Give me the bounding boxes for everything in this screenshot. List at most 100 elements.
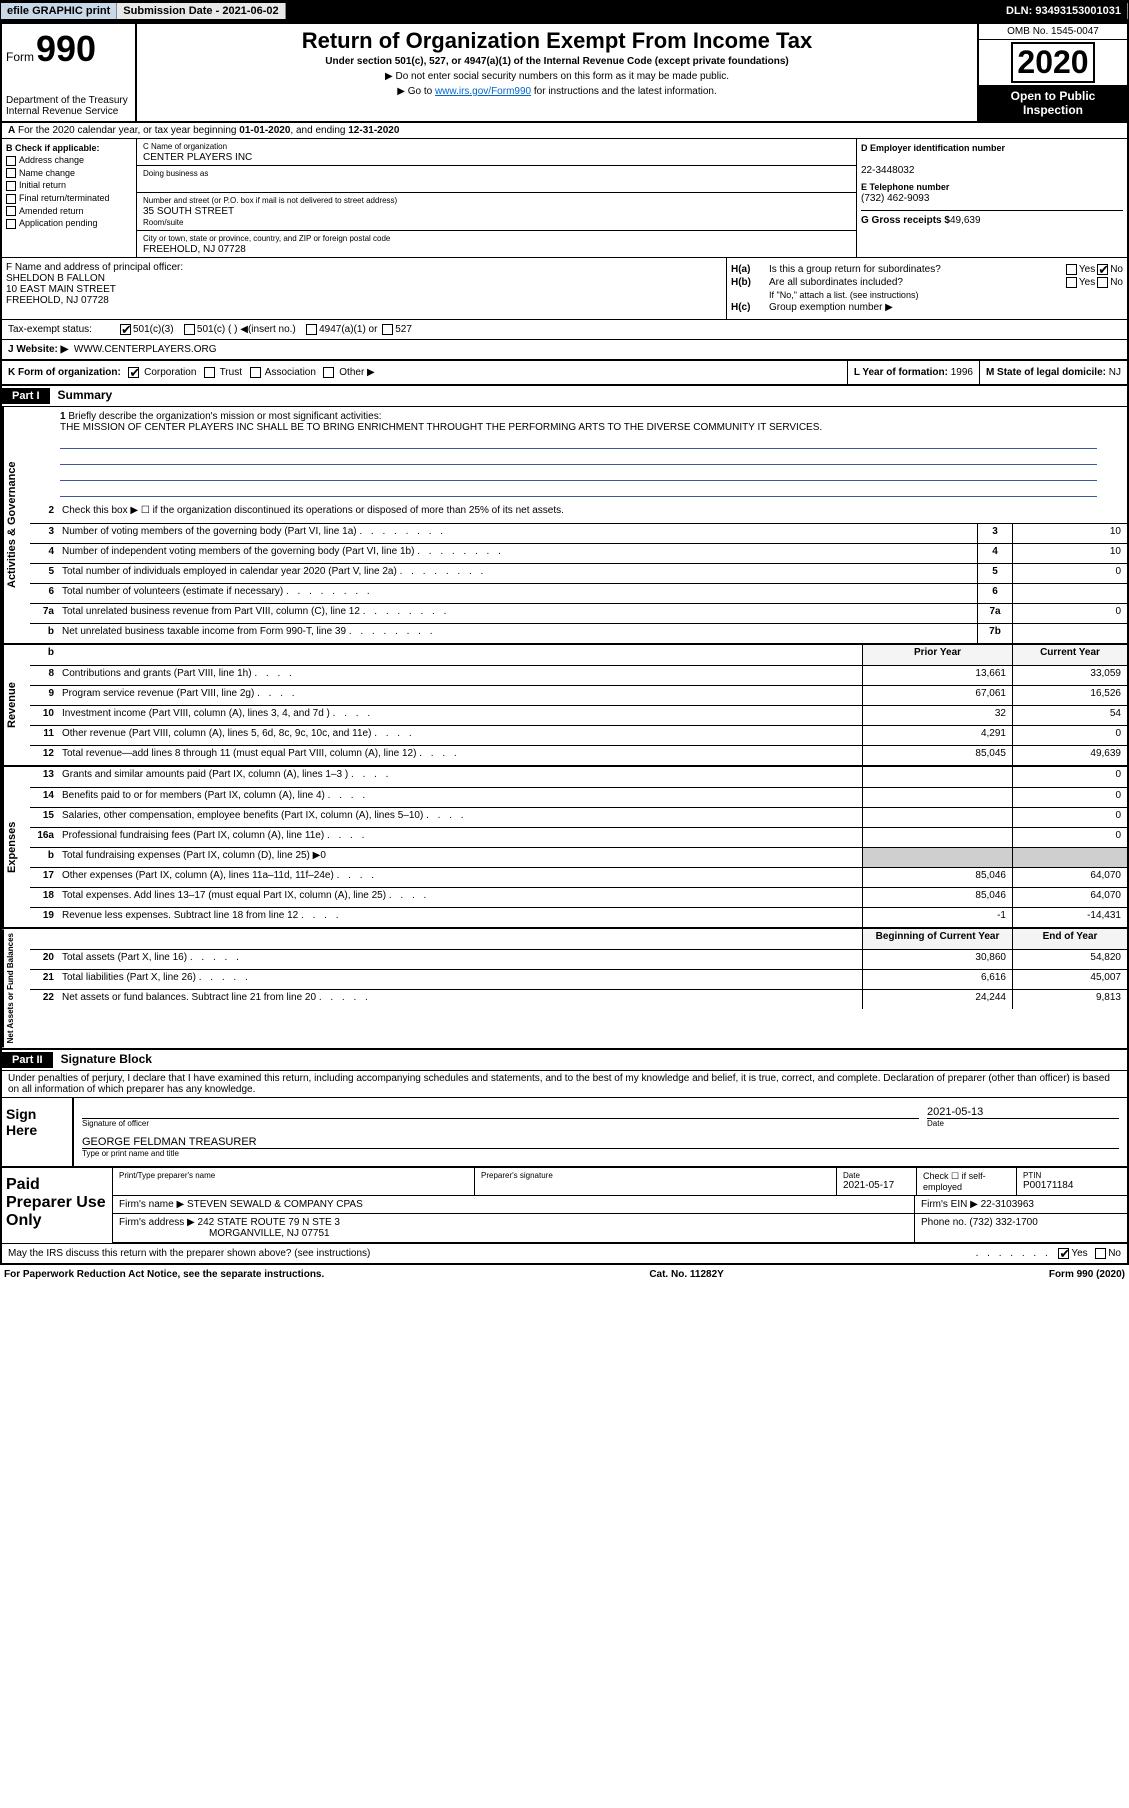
firm-ein-label: Firm's EIN ▶ <box>921 1199 978 1210</box>
gross-label: G Gross receipts $ <box>861 215 950 226</box>
col-c: C Name of organizationCENTER PLAYERS INC… <box>137 139 857 257</box>
table-row: 13Grants and similar amounts paid (Part … <box>30 767 1127 787</box>
table-row: 18Total expenses. Add lines 13–17 (must … <box>30 887 1127 907</box>
penalties-text: Under penalties of perjury, I declare th… <box>2 1071 1127 1097</box>
m-state: M State of legal domicile: NJ <box>979 361 1127 384</box>
table-row: bNet unrelated business taxable income f… <box>30 623 1127 643</box>
sig-officer-label: Signature of officer <box>82 1118 919 1128</box>
firm-name: STEVEN SEWALD & COMPANY CPAS <box>187 1199 363 1210</box>
tel-label: E Telephone number <box>861 182 949 192</box>
efile-label[interactable]: efile GRAPHIC print <box>1 3 117 19</box>
ha-yes-checkbox[interactable] <box>1066 264 1077 275</box>
527-checkbox[interactable] <box>382 324 393 335</box>
prep-date: 2021-05-17 <box>843 1180 894 1191</box>
irs-no-checkbox[interactable] <box>1095 1248 1106 1259</box>
room-label: Room/suite <box>143 218 183 227</box>
form-header: Form990 Department of the Treasury Inter… <box>2 24 1127 123</box>
website: WWW.CENTERPLAYERS.ORG <box>74 344 217 355</box>
4947-checkbox[interactable] <box>306 324 317 335</box>
current-year-header: Current Year <box>1012 645 1127 665</box>
hb-yes-checkbox[interactable] <box>1066 277 1077 288</box>
col-d: D Employer identification number22-34480… <box>857 139 1127 257</box>
table-row: 12Total revenue—add lines 8 through 11 (… <box>30 745 1127 765</box>
table-row: 11Other revenue (Part VIII, column (A), … <box>30 725 1127 745</box>
section-netassets: Net Assets or Fund Balances <box>2 929 30 1047</box>
submission-date-btn[interactable]: Submission Date - 2021-06-02 <box>117 3 285 19</box>
section-activities: Activities & Governance <box>2 407 30 643</box>
501c3-checkbox[interactable] <box>120 324 131 335</box>
gross-receipts: 49,639 <box>950 215 981 226</box>
ein: 22-3448032 <box>861 165 914 176</box>
table-row: 7aTotal unrelated business revenue from … <box>30 603 1127 623</box>
assoc-checkbox[interactable] <box>250 367 261 378</box>
colb-item[interactable]: Initial return <box>6 180 132 191</box>
firm-addr1: 242 STATE ROUTE 79 N STE 3 <box>198 1217 340 1228</box>
blank-sig <box>82 1106 85 1118</box>
501c-checkbox[interactable] <box>184 324 195 335</box>
addr-label: Number and street (or P.O. box if mail i… <box>143 196 397 205</box>
firm-addr-label: Firm's address ▶ <box>119 1217 195 1228</box>
table-row: bTotal fundraising expenses (Part IX, co… <box>30 847 1127 867</box>
printed-name-label: Type or print name and title <box>82 1148 1119 1158</box>
foot-mid: Cat. No. 11282Y <box>649 1269 723 1280</box>
tes-label: Tax-exempt status: <box>8 324 118 335</box>
foot-left: For Paperwork Reduction Act Notice, see … <box>4 1269 324 1280</box>
section-revenue: Revenue <box>2 645 30 765</box>
col-b-header: B Check if applicable: <box>6 143 132 153</box>
dba-label: Doing business as <box>143 169 208 178</box>
firm-name-label: Firm's name ▶ <box>119 1199 184 1210</box>
section-expenses: Expenses <box>2 767 30 927</box>
table-row: 15Salaries, other compensation, employee… <box>30 807 1127 827</box>
tax-year: 2020 <box>1011 42 1094 83</box>
telephone: (732) 462-9093 <box>861 193 929 204</box>
omb-number: OMB No. 1545-0047 <box>979 24 1127 40</box>
form-note2: ▶ Go to www.irs.gov/Form990 for instruct… <box>141 86 973 97</box>
prior-year-header: Prior Year <box>862 645 1012 665</box>
corp-checkbox[interactable] <box>128 367 139 378</box>
table-row: 17Other expenses (Part IX, column (A), l… <box>30 867 1127 887</box>
mission-text: THE MISSION OF CENTER PLAYERS INC SHALL … <box>60 422 822 433</box>
sig-date: 2021-05-13 <box>927 1106 983 1118</box>
ha-no-checkbox[interactable] <box>1097 264 1108 275</box>
self-employed-check[interactable]: Check ☐ if self-employed <box>917 1168 1017 1195</box>
beginning-year-header: Beginning of Current Year <box>862 929 1012 949</box>
table-row: 20Total assets (Part X, line 16) . . . .… <box>30 949 1127 969</box>
colb-item[interactable]: Amended return <box>6 206 132 217</box>
colb-item[interactable]: Address change <box>6 155 132 166</box>
colb-item[interactable]: Application pending <box>6 218 132 229</box>
h-block: H(a)Is this a group return for subordina… <box>727 258 1127 319</box>
table-row: 6Total number of volunteers (estimate if… <box>30 583 1127 603</box>
end-year-header: End of Year <box>1012 929 1127 949</box>
firm-addr2: MORGANVILLE, NJ 07751 <box>209 1228 330 1239</box>
part2-header: Part IISignature Block <box>2 1048 1127 1071</box>
officer-block: F Name and address of principal officer:… <box>2 258 727 319</box>
foot-right: Form 990 (2020) <box>1049 1269 1125 1280</box>
l-year: L Year of formation: 1996 <box>847 361 979 384</box>
other-checkbox[interactable] <box>323 367 334 378</box>
sign-here-label: Sign Here <box>2 1098 72 1166</box>
firm-ein: 22-3103963 <box>981 1199 1034 1210</box>
officer-printed-name: GEORGE FELDMAN TREASURER <box>82 1136 257 1149</box>
trust-checkbox[interactable] <box>204 367 215 378</box>
colb-item[interactable]: Final return/terminated <box>6 193 132 204</box>
officer-name: SHELDON B FALLON <box>6 273 722 284</box>
irs-yes-checkbox[interactable] <box>1058 1248 1069 1259</box>
website-row: J Website: ▶ WWW.CENTERPLAYERS.ORG <box>2 340 1127 361</box>
hb-no-checkbox[interactable] <box>1097 277 1108 288</box>
col-b: B Check if applicable: Address change Nam… <box>2 139 137 257</box>
table-row: 3Number of voting members of the governi… <box>30 523 1127 543</box>
table-row: 21Total liabilities (Part X, line 26) . … <box>30 969 1127 989</box>
table-row: 19Revenue less expenses. Subtract line 1… <box>30 907 1127 927</box>
firm-phone-label: Phone no. <box>921 1217 967 1228</box>
colb-item[interactable]: Name change <box>6 168 132 179</box>
ptin-label: PTIN <box>1023 1171 1121 1180</box>
table-row: 14Benefits paid to or for members (Part … <box>30 787 1127 807</box>
irs-link[interactable]: www.irs.gov/Form990 <box>435 86 531 97</box>
firm-phone: (732) 332-1700 <box>969 1217 1037 1228</box>
prep-name-label: Print/Type preparer's name <box>119 1171 468 1180</box>
mission-label: Briefly describe the organization's miss… <box>68 411 381 422</box>
part1-header: Part ISummary <box>2 386 1127 407</box>
form-number: Form990 <box>6 28 131 70</box>
table-row: 5Total number of individuals employed in… <box>30 563 1127 583</box>
table-row: 8Contributions and grants (Part VIII, li… <box>30 665 1127 685</box>
